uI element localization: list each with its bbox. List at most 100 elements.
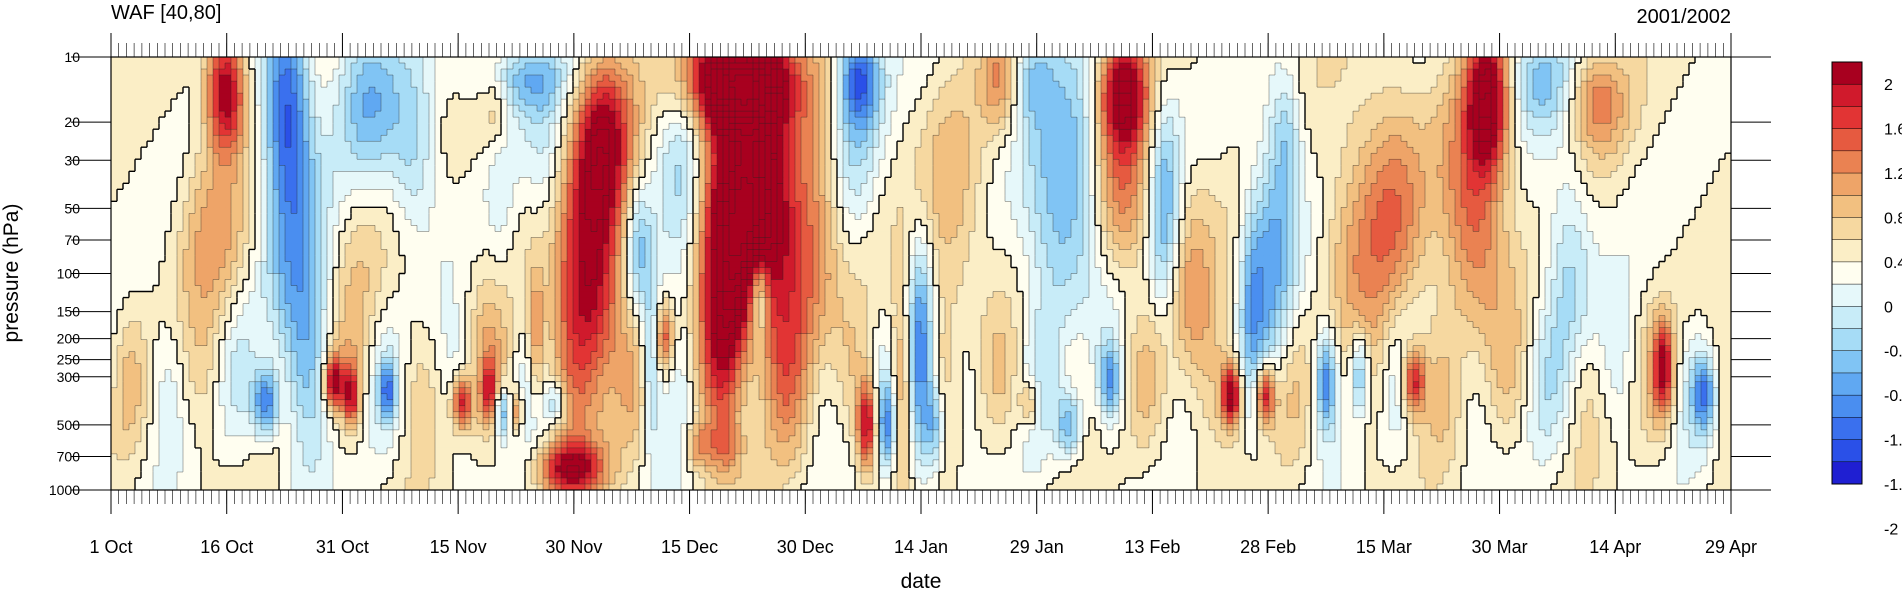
heatmap-cell [789,153,796,160]
heatmap-cell [681,153,688,160]
heatmap-cell [1161,105,1168,112]
heatmap-cell [711,87,718,94]
heatmap-cell [1443,57,1450,64]
heatmap-cell [1557,153,1564,160]
heatmap-cell [1305,99,1312,106]
heatmap-cell [303,93,310,100]
heatmap-cell [291,123,298,130]
heatmap-cell [453,57,460,64]
heatmap-cell [699,141,706,148]
heatmap-cell [1629,111,1636,118]
heatmap-cell [1149,141,1156,148]
heatmap-cell [705,141,712,148]
heatmap-cell [381,117,388,124]
heatmap-cell [831,93,838,100]
heatmap-cell [1449,123,1456,130]
heatmap-cell [1221,87,1228,94]
heatmap-cell [495,117,502,124]
heatmap-cell [501,141,508,148]
heatmap-cell [1275,117,1282,124]
heatmap-cell [963,111,970,118]
heatmap-cell [999,69,1006,76]
heatmap-cell [957,69,964,76]
heatmap-cell [921,141,928,148]
heatmap-cell [777,63,784,70]
heatmap-cell [1023,117,1030,124]
heatmap-cell [1191,159,1198,166]
heatmap-cell [189,123,196,130]
heatmap-cell [783,93,790,100]
heatmap-cell [945,153,952,160]
heatmap-cell [1017,57,1024,64]
heatmap-cell [645,105,652,112]
heatmap-cell [585,75,592,82]
heatmap-cell [1107,153,1114,160]
heatmap-cell [597,81,604,88]
heatmap-cell [861,153,868,160]
heatmap-cell [1035,111,1042,118]
heatmap-cell [831,165,838,172]
heatmap-cell [1677,87,1684,94]
heatmap-cell [879,93,886,100]
heatmap-cell [627,129,634,136]
heatmap-cell [1701,93,1708,100]
heatmap-cell [693,87,700,94]
heatmap-cell [573,147,580,154]
heatmap-cell [993,135,1000,142]
heatmap-cell [1257,87,1264,94]
heatmap-cell [363,69,370,76]
heatmap-cell [1683,105,1690,112]
heatmap-cell [1077,99,1084,106]
heatmap-cell [1725,105,1731,112]
heatmap-cell [297,135,304,142]
heatmap-cell [1707,117,1714,124]
heatmap-cell [315,159,322,166]
heatmap-cell [501,153,508,160]
heatmap-cell [147,135,154,142]
heatmap-cell [1137,81,1144,88]
heatmap-cell [183,153,190,160]
heatmap-cell [561,123,568,130]
heatmap-cell [1041,57,1048,64]
heatmap-cell [1131,87,1138,94]
heatmap-cell [189,81,196,88]
heatmap-cell [1359,75,1366,82]
heatmap-cell [1233,93,1240,100]
heatmap-cell [219,75,226,82]
heatmap-cell [1521,57,1528,64]
heatmap-cell [1539,141,1546,148]
heatmap-cell [1299,111,1306,118]
heatmap-cell [1065,117,1072,124]
heatmap-cell [483,81,490,88]
heatmap-cell [357,69,364,76]
heatmap-cell [1221,153,1228,160]
heatmap-cell [1431,63,1438,70]
heatmap-cell [987,147,994,154]
heatmap-cell [1701,129,1708,136]
heatmap-cell [717,63,724,70]
heatmap-cell [807,123,814,130]
heatmap-cell [1707,141,1714,148]
heatmap-cell [393,135,400,142]
heatmap-cell [501,123,508,130]
heatmap-cell [1245,81,1252,88]
heatmap-cell [795,129,802,136]
heatmap-cell [513,117,520,124]
heatmap-cell [1293,75,1300,82]
heatmap-cell [1479,57,1486,64]
heatmap-cell [627,117,634,124]
heatmap-cell [369,147,376,154]
heatmap-cell [1455,93,1462,100]
heatmap-cell [879,129,886,136]
heatmap-cell [1581,105,1588,112]
heatmap-cell [1245,75,1252,82]
heatmap-cell [1443,105,1450,112]
heatmap-cell [921,69,928,76]
heatmap-cell [1233,63,1240,70]
heatmap-cell [645,81,652,88]
heatmap-cell [1491,159,1498,166]
heatmap-cell [807,135,814,142]
heatmap-cell [1077,129,1084,136]
heatmap-cell [1635,147,1642,154]
heatmap-cell [855,111,862,118]
